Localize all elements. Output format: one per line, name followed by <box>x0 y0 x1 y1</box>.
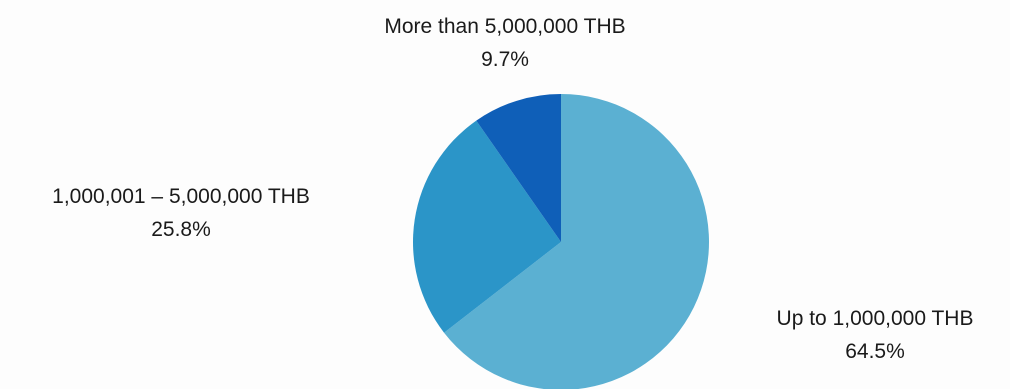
pie-slice-more-than-5m <box>476 94 561 242</box>
slice-label-1m-to-5m: 1,000,001 – 5,000,000 THB 25.8% <box>0 180 362 246</box>
slice-name: 1,000,001 – 5,000,000 THB <box>52 185 310 208</box>
slice-percent: 25.8% <box>151 218 211 241</box>
pie-slice-1m-to-5m <box>413 120 561 333</box>
slice-percent: 9.7% <box>481 48 529 71</box>
slice-name: More than 5,000,000 THB <box>384 15 626 38</box>
slice-label-more-than-5m: More than 5,000,000 THB 9.7% <box>330 10 680 76</box>
pie-slice-up-to-1m <box>444 94 709 389</box>
slice-percent: 64.5% <box>845 340 905 363</box>
slice-name: Up to 1,000,000 THB <box>776 307 974 330</box>
slice-label-up-to-1m: Up to 1,000,000 THB 64.5% <box>740 302 1010 368</box>
